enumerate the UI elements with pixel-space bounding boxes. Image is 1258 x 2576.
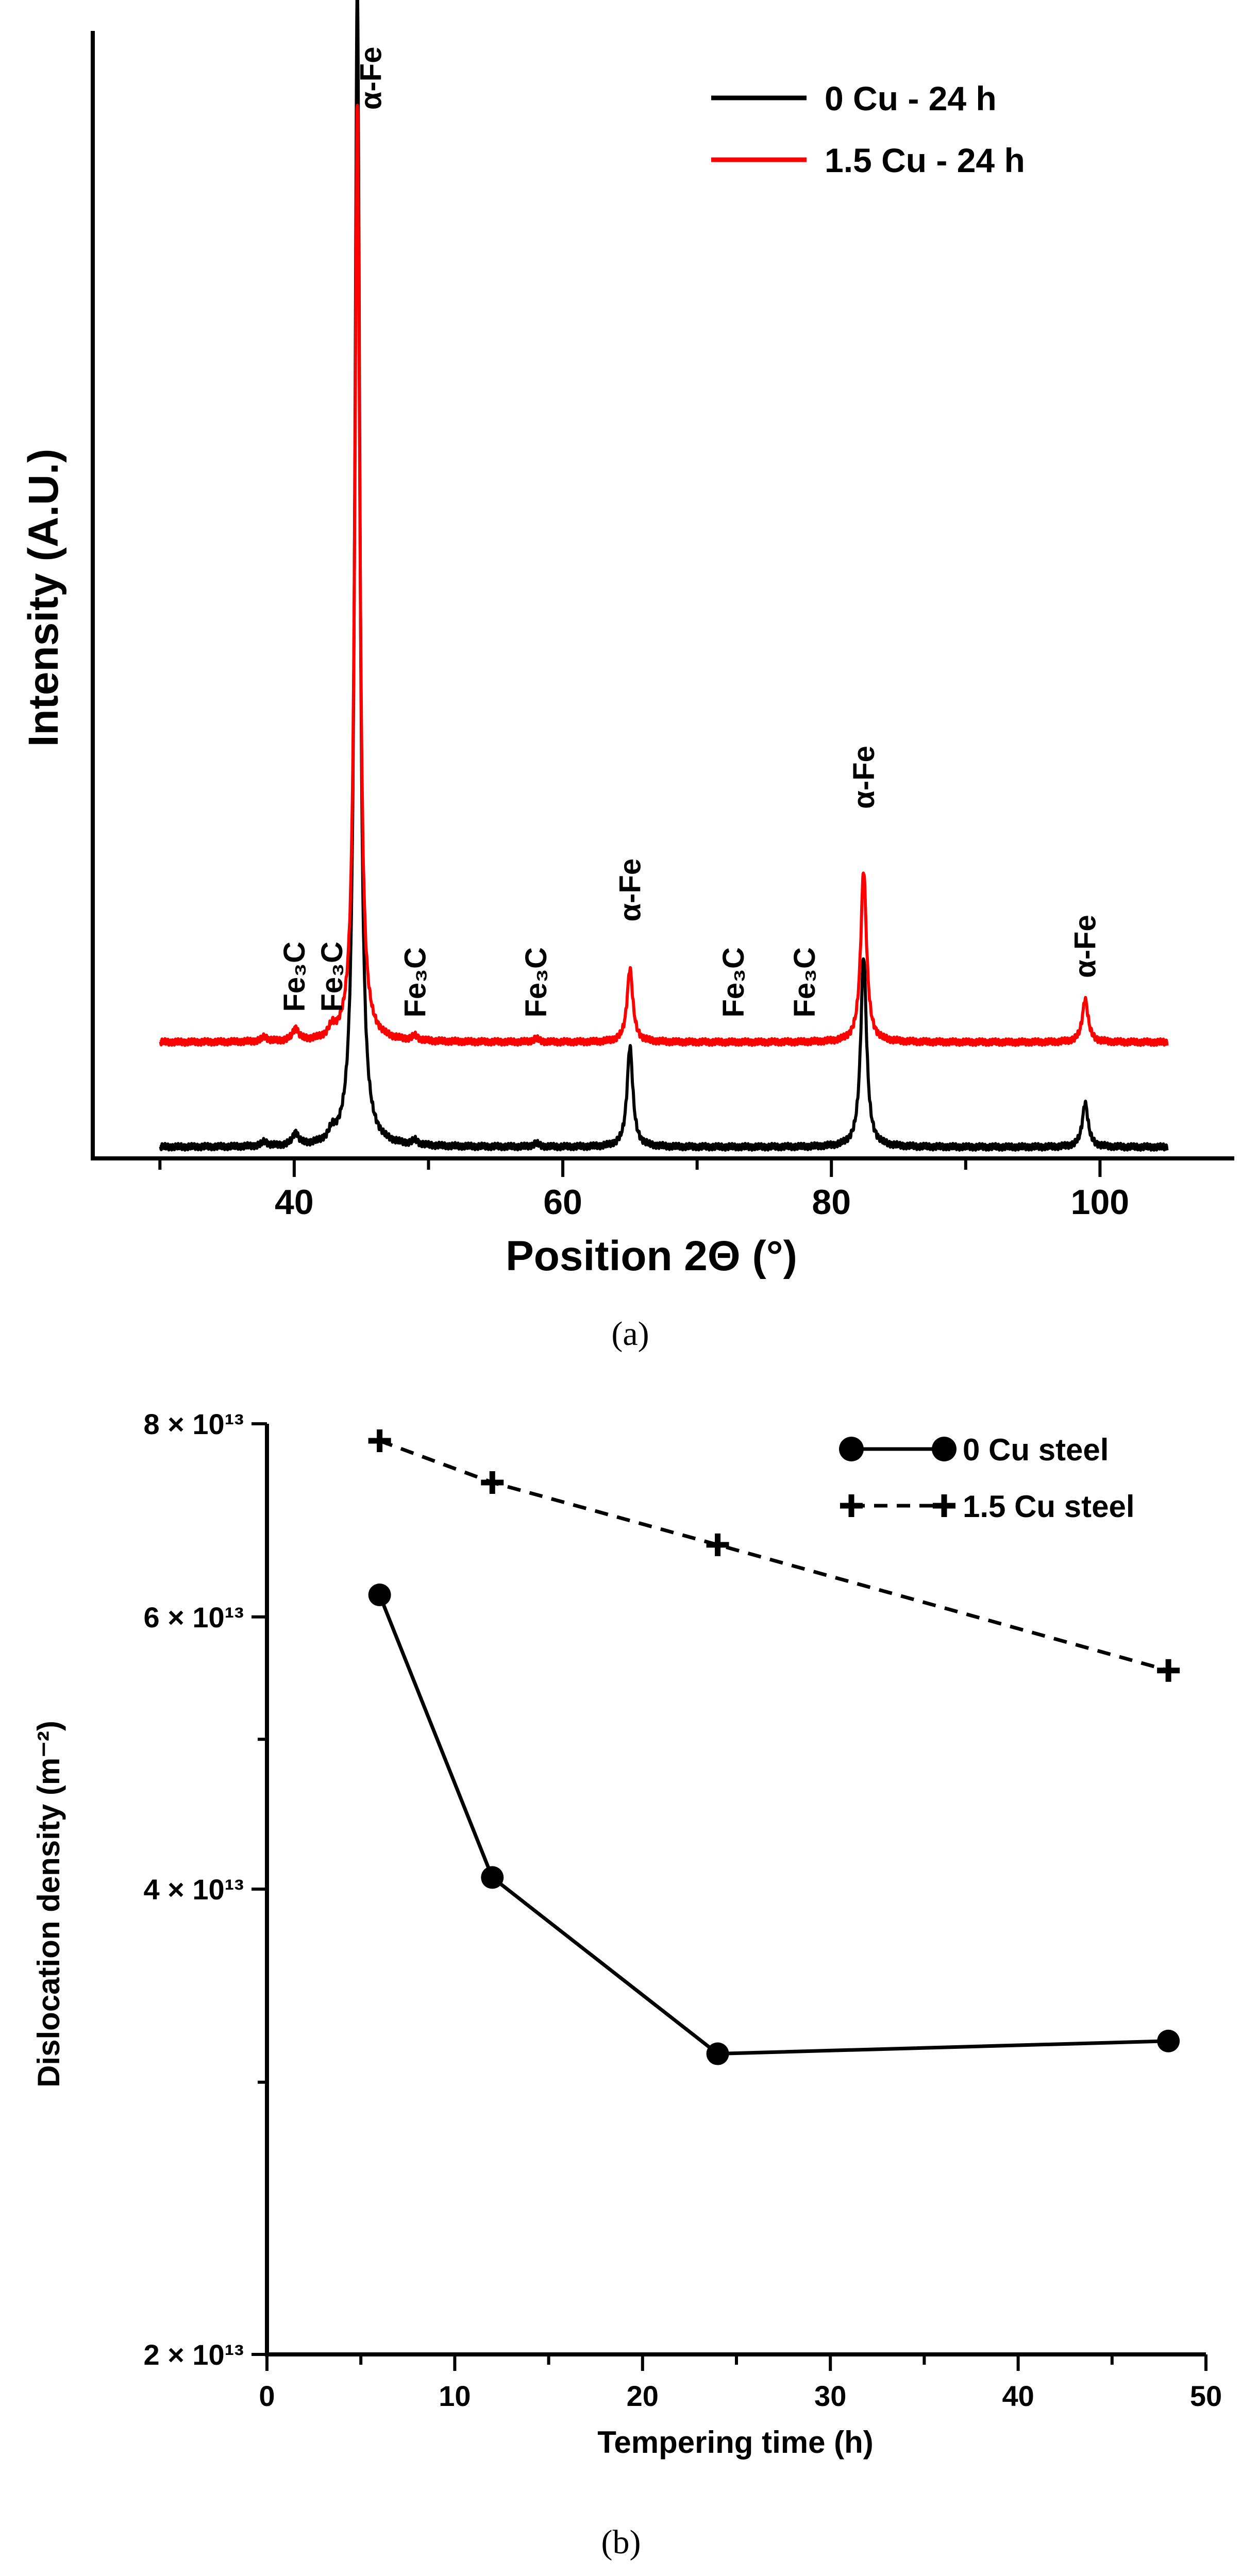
b-legend-label: 1.5 Cu steel (963, 1489, 1135, 1524)
b-legend-marker (933, 1494, 955, 1517)
b-y-tick-label: 4 × 10¹³ (143, 1873, 244, 1906)
b-legend-label: 0 Cu steel (963, 1433, 1109, 1467)
b-y-axis-title: Dislocation density (m⁻²) (31, 1721, 66, 2087)
b-point-plus (368, 1429, 391, 1452)
peak-label: Fe₃C (788, 947, 821, 1017)
b-series-line-0 (378, 1594, 1169, 2056)
b-series-line-1 (379, 1439, 1169, 1673)
dislocation-series (368, 1429, 1180, 2065)
b-point-plus (481, 1471, 504, 1494)
peak-label: Fe₃C (278, 941, 311, 1012)
b-legend-marker (839, 1437, 864, 1461)
b-y-tick-label: 8 × 10¹³ (143, 1408, 244, 1440)
b-point-circle (1157, 2029, 1180, 2052)
x-tick-label: 80 (812, 1183, 851, 1222)
x-tick-label: 100 (1071, 1183, 1129, 1222)
peak-label: α-Fe (613, 858, 647, 922)
b-point-circle (706, 2042, 729, 2065)
b-x-tick-label: 40 (1002, 2380, 1034, 2412)
dislocation-plot-area (265, 1424, 1206, 2356)
b-legend: 0 Cu steel 1.5 Cu steel (839, 1433, 1135, 1524)
peak-label: α-Fe (354, 47, 388, 110)
b-legend-marker (932, 1437, 957, 1461)
panel-b-caption: (b) (601, 2523, 641, 2561)
xrd-series-0 (158, 0, 1169, 1152)
legend-label: 1.5 Cu - 24 h (825, 141, 1025, 179)
peak-label: Fe₃C (717, 947, 750, 1017)
b-y-tick-label: 2 × 10¹³ (143, 2338, 244, 2371)
x-axis-ticks: 40 60 80 100 (158, 1158, 1129, 1222)
b-y-tick-label: 6 × 10¹³ (143, 1601, 244, 1634)
x-tick-label: 40 (275, 1183, 314, 1222)
peak-label: α-Fe (1069, 915, 1102, 978)
peak-label: Fe₃C (519, 947, 553, 1017)
legend-label: 0 Cu - 24 h (825, 79, 997, 117)
b-x-tick-label: 10 (439, 2380, 471, 2412)
b-x-tick-label: 0 (259, 2380, 275, 2412)
b-x-tick-label: 30 (814, 2380, 846, 2412)
panel-a-caption: (a) (611, 1315, 649, 1353)
x-tick-label: 60 (543, 1183, 582, 1222)
y-axis-title: Intensity (A.U.) (20, 449, 67, 747)
peak-label: α-Fe (847, 746, 881, 809)
legend: 0 Cu - 24 h 1.5 Cu - 24 h (711, 79, 1025, 179)
peak-label: Fe₃C (315, 941, 349, 1012)
b-point-circle (368, 1584, 391, 1607)
b-point-plus (1157, 1659, 1180, 1682)
xrd-series (158, 0, 1169, 1152)
b-x-tick-label: 50 (1190, 2380, 1222, 2412)
b-legend-marker (840, 1494, 863, 1517)
b-point-circle (481, 1866, 504, 1889)
dislocation-chart: 0 10 20 30 40 50 2 × 10¹³ 4 × 10¹³ 6 × 10¹³ 8 × 1… (31, 1408, 1222, 2561)
x-axis-title: Position 2Θ (°) (506, 1233, 797, 1279)
b-x-tick-label: 20 (627, 2380, 659, 2412)
b-point-plus (706, 1533, 729, 1556)
xrd-series-1 (158, 104, 1169, 1047)
b-axis-ticks: 0 10 20 30 40 50 2 × 10¹³ 4 × 10¹³ 6 × 10¹³ 8 × 1… (143, 1408, 1222, 2412)
peak-label: Fe₃C (398, 947, 432, 1017)
xrd-plot-area (91, 31, 1234, 1160)
b-x-axis-title: Tempering time (h) (597, 2425, 874, 2460)
